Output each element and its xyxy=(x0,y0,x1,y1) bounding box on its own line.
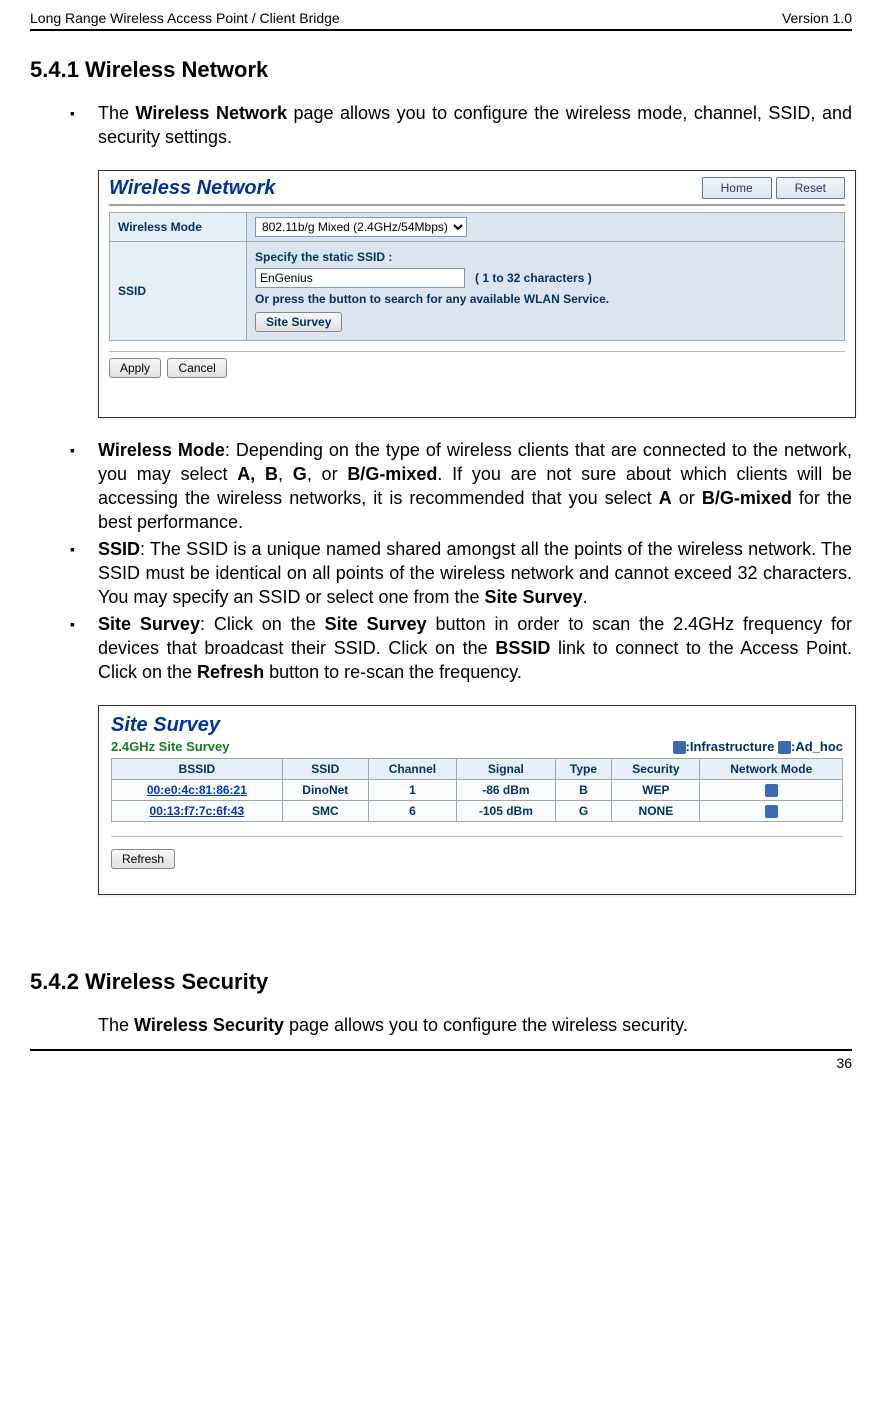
bssid-link[interactable]: 00:e0:4c:81:86:21 xyxy=(112,779,283,800)
mode-cell xyxy=(700,779,843,800)
ss-title: Site Survey xyxy=(99,706,855,739)
divider xyxy=(109,204,845,206)
bullet-marker: ▪ xyxy=(70,537,98,610)
wn-title: Wireless Network xyxy=(109,177,276,200)
bullet-marker: ▪ xyxy=(70,438,98,535)
mode-cell xyxy=(700,800,843,821)
bullet-marker: ▪ xyxy=(70,101,98,150)
specify-text: Specify the static SSID : xyxy=(255,250,836,264)
ss-legend: :Infrastructure :Ad_hoc xyxy=(673,739,843,754)
reset-button[interactable]: Reset xyxy=(776,177,845,199)
heading-541: 5.4.1 Wireless Network xyxy=(30,57,852,83)
ssid-label: SSID xyxy=(110,241,247,340)
ss-sub-left: 2.4GHz Site Survey xyxy=(111,739,230,754)
table-row: 00:e0:4c:81:86:21 DinoNet 1 -86 dBm B WE… xyxy=(112,779,843,800)
cancel-button[interactable]: Cancel xyxy=(167,358,226,378)
wireless-mode-text: Wireless Mode: Depending on the type of … xyxy=(98,438,852,535)
refresh-button[interactable]: Refresh xyxy=(111,849,175,869)
header-right: Version 1.0 xyxy=(782,10,852,26)
ssid-text: SSID: The SSID is a unique named shared … xyxy=(98,537,852,610)
table-row: 00:13:f7:7c:6f:43 SMC 6 -105 dBm G NONE xyxy=(112,800,843,821)
heading-542: 5.4.2 Wireless Security xyxy=(30,969,852,995)
site-survey-text: Site Survey: Click on the Site Survey bu… xyxy=(98,612,852,685)
range-text: ( 1 to 32 characters ) xyxy=(475,271,592,285)
apply-button[interactable]: Apply xyxy=(109,358,161,378)
security-intro: The Wireless Security page allows you to… xyxy=(30,1013,852,1037)
bssid-link[interactable]: 00:13:f7:7c:6f:43 xyxy=(112,800,283,821)
ssid-input[interactable] xyxy=(255,268,465,288)
page-number: 36 xyxy=(30,1051,852,1071)
wn-table: Wireless Mode 802.11b/g Mixed (2.4GHz/54… xyxy=(109,212,845,341)
wireless-network-screenshot: Wireless Network Home Reset Wireless Mod… xyxy=(98,170,856,418)
infra-icon xyxy=(765,805,778,818)
adhoc-icon xyxy=(778,741,791,754)
site-survey-screenshot: Site Survey 2.4GHz Site Survey :Infrastr… xyxy=(98,705,856,895)
header-left: Long Range Wireless Access Point / Clien… xyxy=(30,10,340,26)
mode-select[interactable]: 802.11b/g Mixed (2.4GHz/54Mbps) xyxy=(255,217,467,237)
table-header-row: BSSID SSID Channel Signal Type Security … xyxy=(112,758,843,779)
infra-icon xyxy=(673,741,686,754)
intro-text: The Wireless Network page allows you to … xyxy=(98,101,852,150)
or-text: Or press the button to search for any av… xyxy=(255,292,836,306)
bullet-marker: ▪ xyxy=(70,612,98,685)
infra-icon xyxy=(765,784,778,797)
home-button[interactable]: Home xyxy=(702,177,772,199)
mode-label: Wireless Mode xyxy=(110,212,247,241)
ss-table: BSSID SSID Channel Signal Type Security … xyxy=(111,758,843,823)
site-survey-button[interactable]: Site Survey xyxy=(255,312,342,332)
